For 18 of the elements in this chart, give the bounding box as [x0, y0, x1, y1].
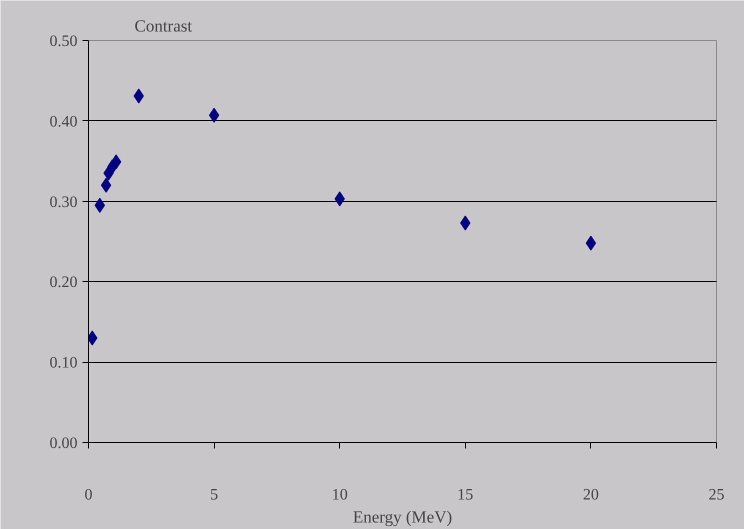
- x-tick-label: 20: [582, 486, 599, 504]
- y-tick-label: 0.00: [50, 435, 78, 452]
- y-axis-title: Contrast: [134, 16, 192, 36]
- y-tick-label: 0.20: [50, 274, 78, 292]
- point: [586, 236, 596, 251]
- x-axis-title: Energy (MeV): [352, 508, 452, 526]
- x-tick-label: 0: [84, 486, 92, 504]
- x-tick-label: 10: [332, 486, 348, 504]
- y-tick-label: 0.30: [50, 194, 78, 211]
- y-tick-label: 0.40: [50, 113, 78, 130]
- y-tick-label: 0.50: [50, 33, 78, 50]
- point: [100, 178, 112, 193]
- x-tick-label: 5: [210, 486, 218, 504]
- x-tick-label: 25: [708, 486, 724, 504]
- point: [208, 108, 220, 123]
- point: [110, 154, 122, 170]
- y-tick-label: 0.10: [50, 354, 78, 372]
- x-tick-label: 15: [457, 486, 474, 504]
